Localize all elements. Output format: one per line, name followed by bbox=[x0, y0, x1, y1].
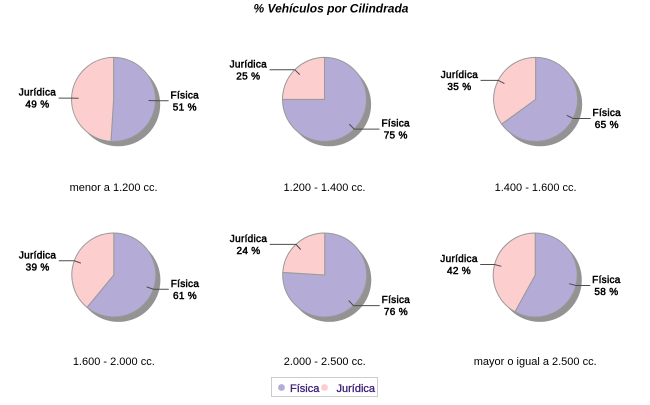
svg-text:Física: Física bbox=[593, 108, 622, 119]
svg-text:menor a 1.200 cc.: menor a 1.200 cc. bbox=[70, 182, 158, 194]
svg-text:Jurídica: Jurídica bbox=[19, 250, 57, 261]
svg-text:1.200 - 1.400 cc.: 1.200 - 1.400 cc. bbox=[284, 182, 366, 194]
svg-text:58 %: 58 % bbox=[594, 287, 618, 298]
svg-text:Jurídica: Jurídica bbox=[230, 234, 268, 245]
svg-text:39 %: 39 % bbox=[26, 262, 50, 273]
svg-text:65 %: 65 % bbox=[595, 120, 619, 131]
svg-text:Física: Física bbox=[381, 119, 410, 130]
svg-text:49 %: 49 % bbox=[25, 100, 49, 111]
svg-text:61 %: 61 % bbox=[173, 291, 197, 302]
svg-text:51 %: 51 % bbox=[173, 102, 197, 113]
svg-text:Jurídica: Jurídica bbox=[337, 383, 376, 395]
svg-text:25 %: 25 % bbox=[236, 71, 260, 82]
svg-text:1.600 - 2.000 cc.: 1.600 - 2.000 cc. bbox=[73, 356, 155, 368]
svg-text:Jurídica: Jurídica bbox=[441, 70, 479, 81]
svg-text:Jurídica: Jurídica bbox=[440, 254, 478, 265]
svg-text:42 %: 42 % bbox=[447, 266, 471, 277]
svg-text:Física: Física bbox=[290, 383, 320, 395]
svg-text:2.000 - 2.500 cc.: 2.000 - 2.500 cc. bbox=[284, 356, 366, 368]
svg-text:mayor o igual a 2.500 cc.: mayor o igual a 2.500 cc. bbox=[474, 356, 597, 368]
svg-text:Jurídica: Jurídica bbox=[230, 59, 268, 70]
svg-text:Física: Física bbox=[382, 295, 411, 306]
svg-text:Física: Física bbox=[592, 275, 621, 286]
svg-text:Física: Física bbox=[171, 90, 200, 101]
svg-text:1.400 - 1.600 cc.: 1.400 - 1.600 cc. bbox=[495, 182, 577, 194]
svg-text:Física: Física bbox=[171, 279, 200, 290]
svg-text:% Vehículos por Cilindrada: % Vehículos por Cilindrada bbox=[254, 1, 409, 15]
svg-text:24 %: 24 % bbox=[237, 246, 261, 257]
svg-text:35 %: 35 % bbox=[447, 82, 471, 93]
svg-text:76 %: 76 % bbox=[384, 307, 408, 318]
svg-text:Jurídica: Jurídica bbox=[19, 88, 57, 99]
svg-text:75 %: 75 % bbox=[384, 131, 408, 142]
